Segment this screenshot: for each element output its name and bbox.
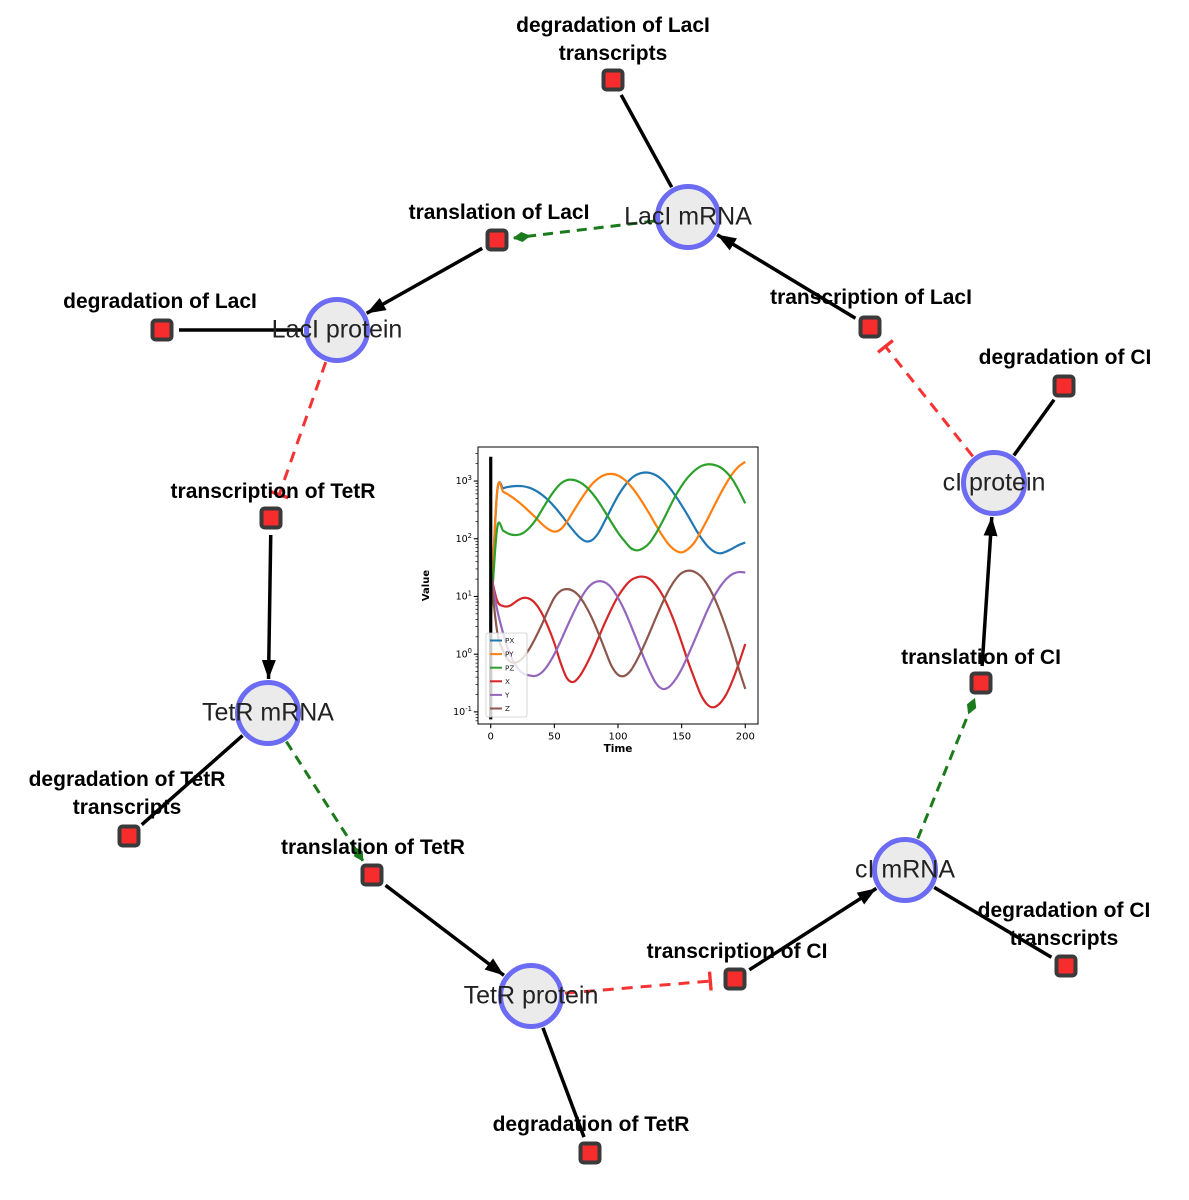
edge-tetr_protein-tx_ci: [564, 971, 713, 995]
reaction-node-transl-ci[interactable]: [969, 671, 993, 695]
y-tick-label: 10-1: [453, 705, 472, 718]
legend-label-pz: PZ: [505, 663, 514, 672]
reaction-node-tx-tetr[interactable]: [259, 506, 283, 530]
x-tick-label: 100: [608, 732, 627, 743]
curve-y: [489, 570, 746, 691]
reaction-node-deg-tetr-tx[interactable]: [117, 824, 141, 848]
reaction-label-deg-ci: degradation of CI: [978, 346, 1152, 369]
reaction-label-deg-laci: degradation of LacI: [63, 290, 257, 313]
y-tick-label: 103: [456, 474, 472, 487]
legend-label-x: X: [505, 677, 510, 686]
x-tick-label: 0: [488, 732, 494, 743]
reaction-label-tx-ci: transcription of CI: [646, 940, 828, 963]
species-label-laci-mrna: LacI mRNA: [624, 202, 752, 231]
reaction-label-deg-tetr-tx: degradation of TetR transcripts: [28, 768, 226, 819]
reaction-node-deg-tetr[interactable]: [578, 1141, 602, 1165]
legend-label-px: PX: [505, 636, 514, 645]
reaction-label-deg-laci-tx: degradation of LacI transcripts: [516, 14, 710, 65]
species-node-ci-protein[interactable]: [961, 450, 1027, 516]
curve-px: [489, 471, 746, 620]
edge-tetr_mrna-deg_tetr_tx: [140, 734, 244, 827]
reaction-label-transl-ci: translation of CI: [901, 646, 1061, 669]
curve-pz: [489, 463, 747, 620]
edge-ci_mrna-deg_ci_tx: [933, 885, 1053, 959]
y-tick-label: 101: [456, 589, 472, 602]
edge-ci_protein-deg_ci: [1012, 398, 1056, 457]
reaction-label-transl-laci: translation of LacI: [408, 201, 590, 224]
reaction-node-deg-ci[interactable]: [1052, 374, 1076, 398]
edge-transl_ci-ci_protein: [980, 516, 998, 667]
x-tick-label: 200: [736, 732, 755, 743]
edge-laci_protein-tx_tetr: [269, 361, 328, 500]
reaction-node-deg-ci-tx[interactable]: [1054, 954, 1078, 978]
reaction-label-tx-tetr: transcription of TetR: [170, 480, 376, 503]
reaction-node-transl-laci[interactable]: [485, 228, 509, 252]
edge-tetr_protein-deg_tetr: [541, 1027, 586, 1138]
species-node-tetr-protein[interactable]: [498, 963, 564, 1029]
edge-ci_protein-tx_laci: [876, 339, 975, 458]
edge-transl_laci-laci_protein: [365, 246, 484, 315]
edge-tx_ci-ci_mrna: [748, 886, 878, 972]
plot-svg: 0 50 100 150 20010-1100101102103ValueTimePXP…: [421, 446, 759, 755]
y-tick-label: 102: [456, 532, 472, 545]
reaction-node-transl-tetr[interactable]: [360, 863, 384, 887]
species-label-ci-mrna: cI mRNA: [855, 855, 955, 884]
x-tick-label: 50: [548, 732, 561, 743]
curve-x: [489, 573, 747, 709]
reaction-node-tx-ci[interactable]: [723, 967, 747, 991]
reaction-node-tx-laci[interactable]: [858, 315, 882, 339]
edge-tx_tetr-tetr_mrna: [261, 534, 276, 680]
species-node-laci-protein[interactable]: [304, 297, 370, 363]
x-tick-label: 150: [672, 732, 691, 743]
reaction-node-deg-laci[interactable]: [150, 318, 174, 342]
species-label-laci-protein: LacI protein: [271, 315, 403, 344]
time-course-plot: 0 50 100 150 200 10-1 100 101 102 103 Value Time PX P…: [415, 428, 771, 768]
species-node-tetr-mrna[interactable]: [235, 680, 301, 746]
species-label-tetr-mrna: TetR mRNA: [202, 698, 334, 727]
species-label-tetr-protein: TetR protein: [463, 981, 599, 1010]
reaction-label-transl-tetr: translation of TetR: [281, 836, 465, 859]
reaction-label-deg-tetr: degradation of TetR: [492, 1113, 690, 1136]
legend-label-y: Y: [504, 691, 510, 700]
edge-laci_mrna-deg_laci_tx: [619, 94, 674, 189]
legend-label-py: PY: [505, 650, 514, 659]
species-label-ci-protein: cI protein: [942, 468, 1046, 497]
edge-tx_laci-laci_mrna: [716, 233, 857, 320]
reaction-node-deg-laci-tx[interactable]: [601, 68, 625, 92]
species-node-laci-mrna[interactable]: [655, 184, 721, 250]
curve-py: [489, 460, 746, 620]
plot-legend: PX PY PZ XYZ: [485, 632, 528, 718]
edge-laci_mrna-transl_laci: [512, 219, 655, 242]
species-node-ci-mrna[interactable]: [872, 837, 938, 903]
legend-label-z: Z: [505, 704, 510, 713]
reaction-label-deg-ci-tx: degradation of CI transcripts: [977, 899, 1151, 950]
y-axis-title: Value: [421, 570, 432, 601]
edge-ci_mrna-transl_ci: [916, 697, 977, 840]
x-axis-title: Time: [604, 743, 633, 755]
curve-z: [489, 569, 747, 690]
edge-tetr_mrna-transl_tetr: [285, 740, 365, 862]
reaction-label-tx-laci: transcription of LacI: [770, 286, 972, 309]
y-tick-label: 100: [456, 647, 472, 660]
edge-transl_tetr-tetr_protein: [384, 883, 506, 977]
